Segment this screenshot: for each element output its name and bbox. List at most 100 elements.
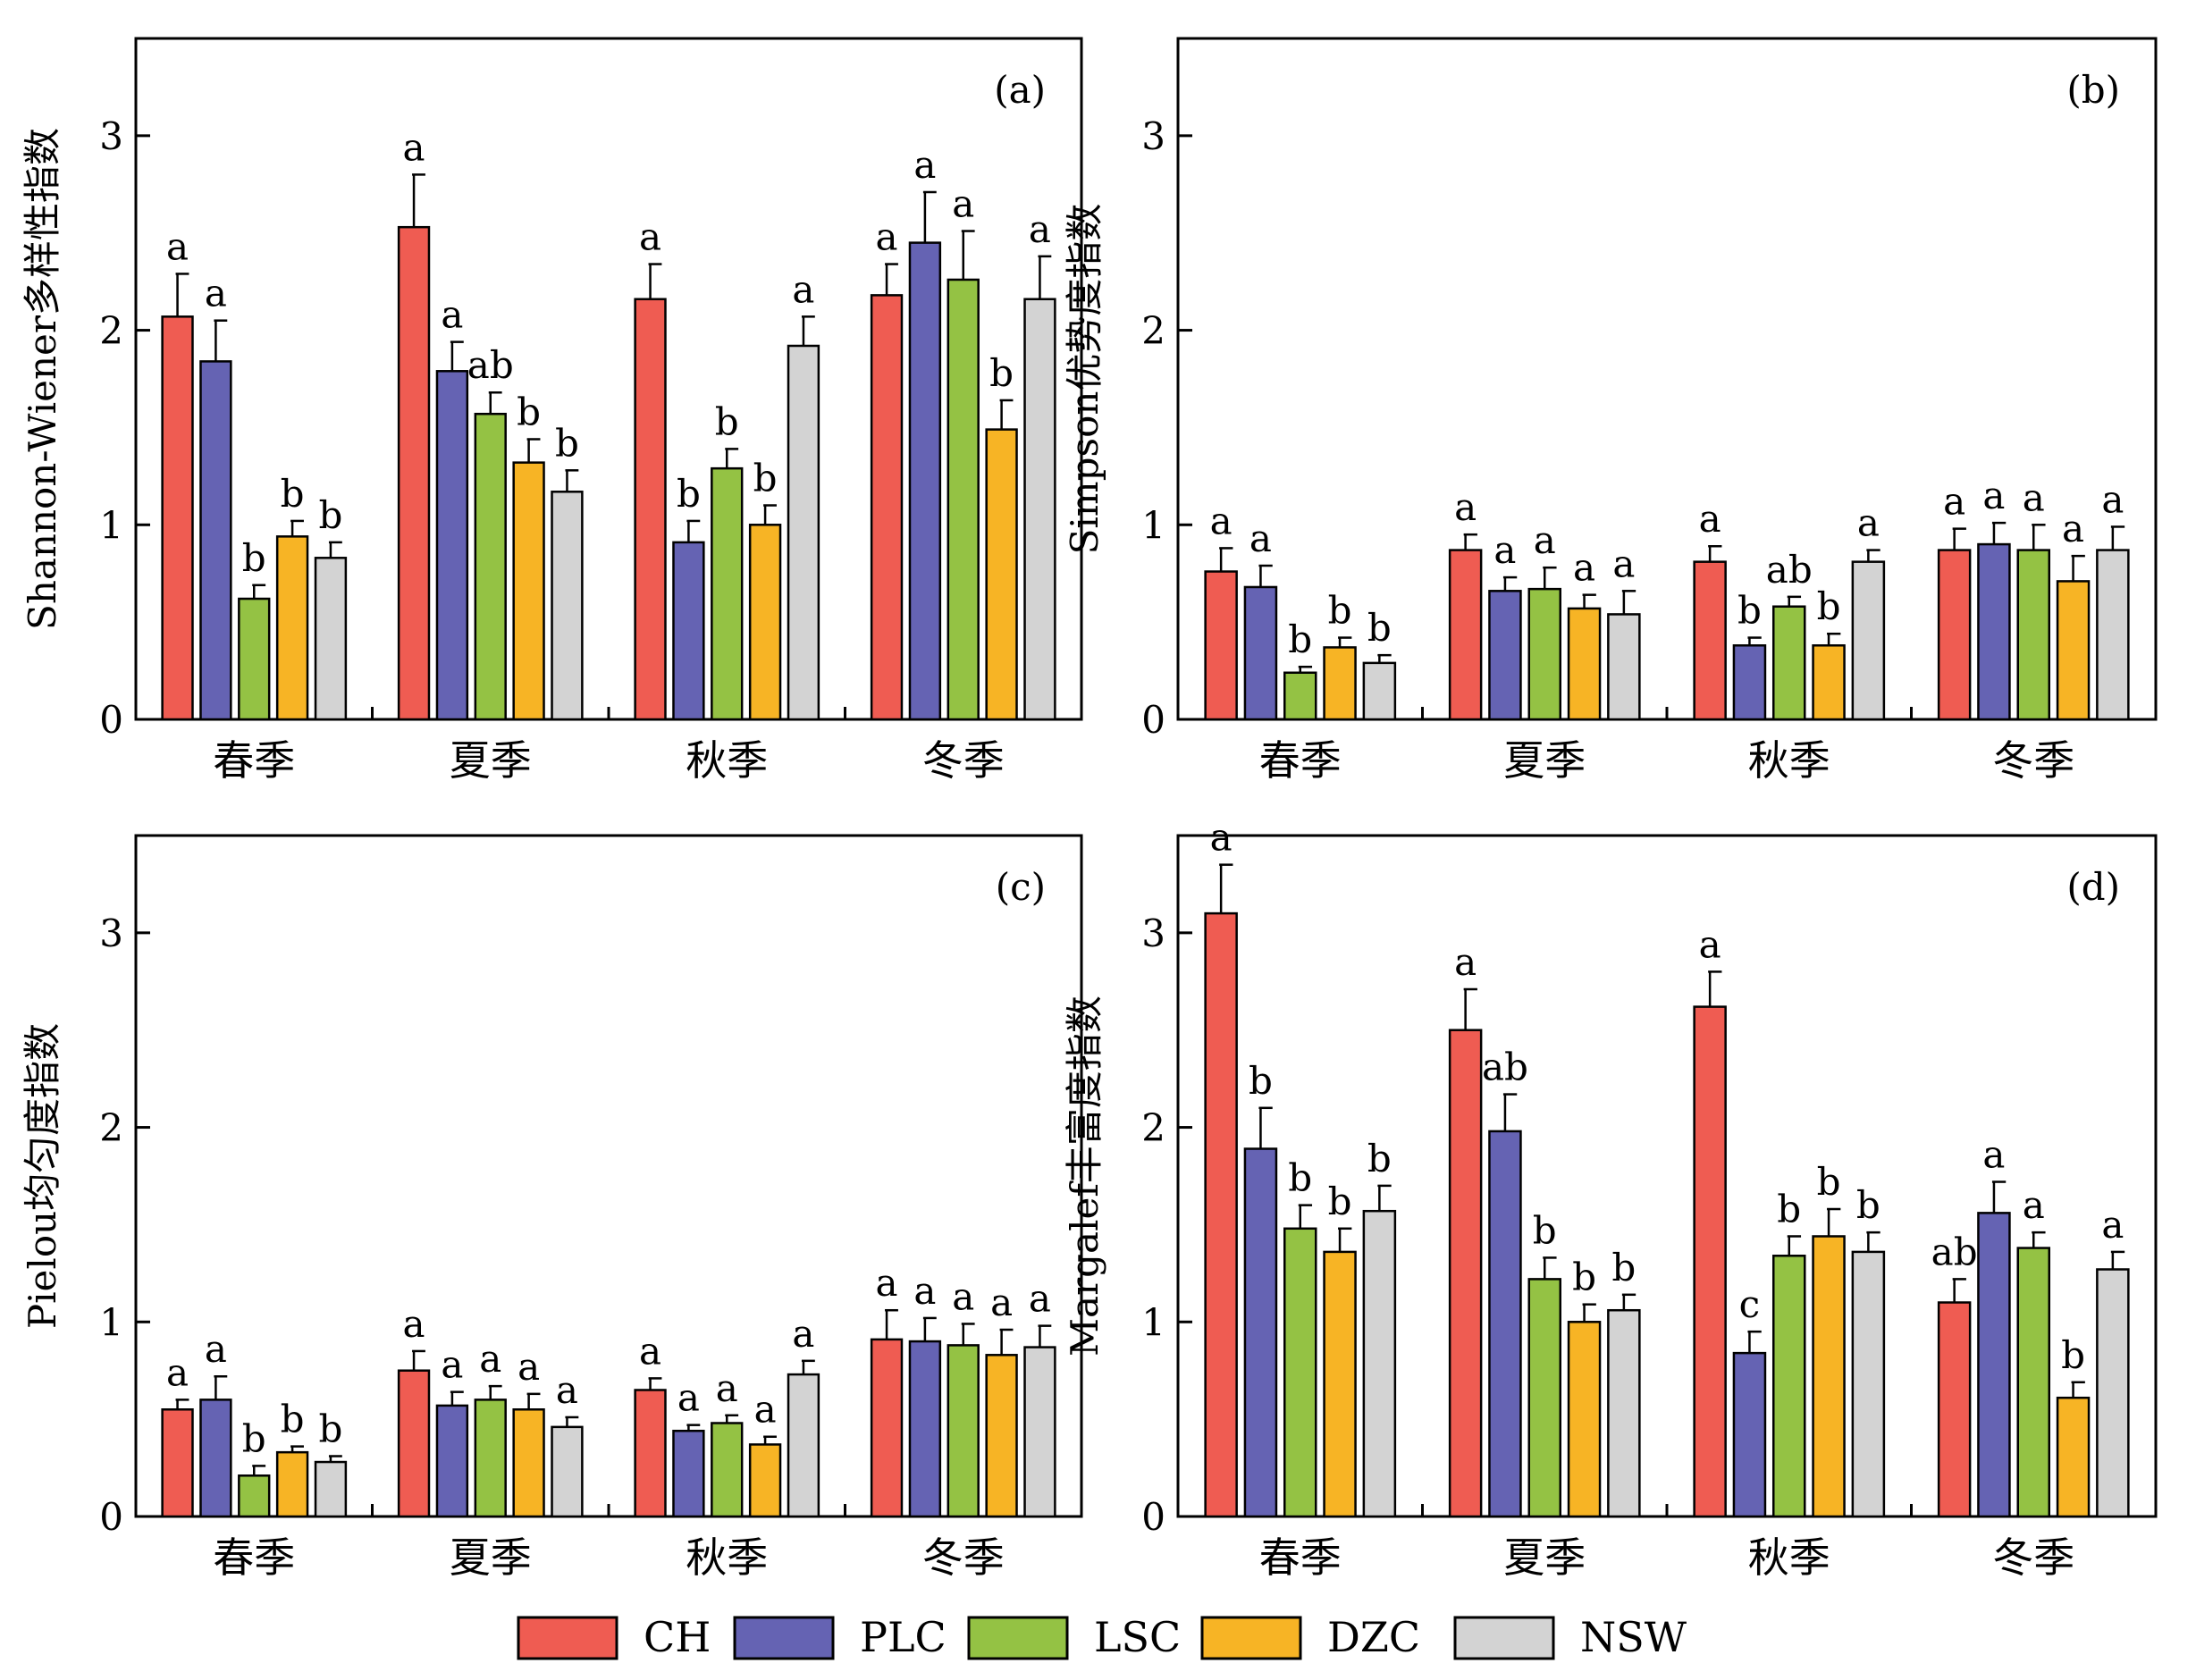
y-tick-label: 2 [99,309,123,353]
significance-letter: a [1210,816,1233,860]
x-category-label: 冬季 [1992,736,2074,785]
significance-letter: a [716,1366,738,1410]
bar-ch [1204,911,1238,1518]
y-tick-label: 3 [1141,114,1165,158]
significance-letter: b [319,493,343,537]
bar-plc [908,241,942,721]
significance-letter: a [1982,474,2005,517]
significance-letter: b [1777,1187,1801,1231]
significance-letter: a [441,293,463,337]
y-tick-label: 3 [1141,911,1165,955]
significance-letter: b [1328,1180,1352,1223]
bar-nsw [314,557,348,721]
y-tick-label: 0 [99,698,123,742]
significance-letter: b [1572,1256,1596,1299]
bar-nsw [551,491,584,721]
significance-letter: ab [1766,548,1813,592]
bar-lsc [2016,549,2051,721]
significance-letter: b [1856,1183,1880,1227]
significance-letter: a [1699,497,1721,541]
bar-ch [634,298,667,721]
bar-dzc [748,524,782,721]
bar-dzc [512,1408,545,1518]
bar-dzc [275,1450,309,1518]
bar-lsc [474,412,507,721]
bar-ch [1693,560,1727,721]
panel-label: (d) [2066,865,2120,909]
bar-plc [672,1429,705,1518]
y-axis-label: Margalef丰富度指数 [1063,995,1106,1357]
legend-item-lsc: LSC [967,1613,1181,1661]
significance-letter: a [2101,1203,2124,1247]
x-category-label: 春季 [1259,1533,1342,1582]
significance-letter: b [1737,589,1762,633]
bar-plc [1488,1130,1522,1518]
bar-plc [1977,542,2011,721]
bar-plc [1488,590,1522,721]
x-category-label: 秋季 [1748,736,1830,785]
significance-letter: ab [467,343,514,387]
bar-lsc [947,1344,980,1518]
legend-item-ch: CH [517,1613,711,1661]
bar-lsc [711,466,744,721]
significance-letter: a [639,1329,661,1373]
bar-ch [397,1369,431,1518]
panel-label: (b) [2066,68,2120,112]
significance-letter: a [1699,922,1721,966]
y-tick-label: 1 [99,1300,123,1344]
significance-letter: a [205,272,227,315]
significance-letter: a [1029,1277,1051,1321]
legend-swatch [1453,1616,1555,1660]
significance-letter: a [1249,517,1272,560]
significance-letter: a [403,125,425,169]
bar-ch [1937,549,1972,721]
significance-letter: b [1533,1208,1557,1252]
significance-letter: a [952,182,974,226]
bar-plc [1243,585,1278,721]
y-tick-label: 2 [1141,1106,1165,1150]
bar-dzc [1812,1235,1846,1518]
bar-lsc [238,1474,271,1518]
significance-letter: a [403,1302,425,1346]
bar-lsc [1283,1227,1317,1518]
y-tick-label: 3 [99,911,123,955]
significance-letter: a [952,1274,974,1318]
significance-letter: b [1288,1156,1312,1200]
bar-dzc [1323,646,1357,721]
significance-letter: c [1739,1282,1761,1326]
significance-letter: b [1249,1059,1273,1103]
bar-plc [435,1404,469,1518]
significance-letter: a [1982,1133,2005,1177]
bar-nsw [2096,1268,2130,1518]
bar-dzc [1323,1250,1357,1518]
bar-nsw [2096,549,2130,721]
significance-letter: a [166,1350,189,1394]
significance-letter: a [2062,507,2084,550]
significance-letter: b [677,472,701,516]
x-category-label: 夏季 [1503,1533,1586,1582]
significance-letter: a [1454,485,1477,529]
bar-nsw [1023,1346,1056,1518]
legend-swatch [733,1616,835,1660]
significance-letter: a [639,215,661,259]
y-tick-label: 3 [99,114,123,158]
legend-item-dzc: DZC [1200,1613,1420,1661]
significance-letter: a [913,143,936,187]
significance-letter: a [205,1327,227,1371]
significance-letter: a [1857,501,1880,545]
legend-label: LSC [1094,1613,1181,1661]
significance-letter: b [1328,589,1352,633]
bar-lsc [238,597,271,721]
bar-ch [161,1408,194,1518]
y-axis-label: Simpson优势度指数 [1063,204,1106,555]
bar-dzc [748,1443,782,1518]
bar-lsc [947,278,980,721]
bar-plc [1732,1351,1767,1518]
legend-swatch [967,1616,1069,1660]
significance-letter: b [319,1407,343,1451]
legend-item-plc: PLC [733,1613,947,1661]
bar-ch [1448,1029,1483,1518]
bar-dzc [1567,607,1602,721]
significance-letter: ab [1482,1046,1528,1089]
significance-letter: a [876,215,898,259]
